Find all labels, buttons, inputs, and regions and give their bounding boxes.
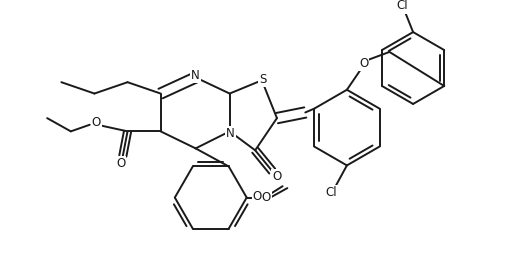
- Text: O: O: [262, 191, 271, 204]
- Text: O: O: [252, 190, 262, 203]
- Text: Cl: Cl: [325, 186, 337, 199]
- Text: O: O: [92, 116, 101, 129]
- Text: O: O: [116, 157, 126, 170]
- Text: N: N: [191, 69, 200, 82]
- Text: S: S: [259, 73, 266, 86]
- Text: O: O: [359, 57, 369, 70]
- Text: Cl: Cl: [396, 0, 407, 12]
- Text: O: O: [272, 170, 282, 183]
- Text: N: N: [226, 127, 235, 140]
